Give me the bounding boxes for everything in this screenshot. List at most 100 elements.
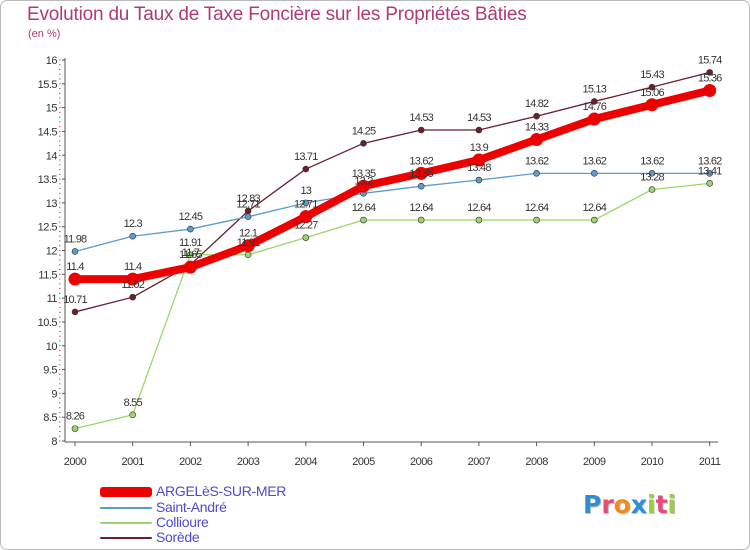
logo-letter: i	[647, 490, 656, 519]
y-minor-tick	[59, 335, 61, 337]
y-minor-tick	[59, 321, 61, 323]
data-label-saint-andr-: 12.45	[179, 211, 203, 223]
y-minor-tick	[59, 292, 61, 294]
data-label-collioure: 12.64	[409, 202, 433, 214]
y-minor-tick	[59, 245, 61, 247]
y-minor-tick	[59, 145, 61, 147]
y-tick-label: 15	[46, 103, 58, 115]
data-point-collioure	[706, 180, 714, 187]
data-point-saint-andr-	[244, 213, 252, 220]
y-minor-tick	[59, 135, 61, 137]
y-tick-label: 12.5	[38, 222, 58, 234]
data-label-collioure: 11.91	[179, 237, 202, 249]
y-minor-tick	[59, 326, 61, 328]
data-point-collioure	[129, 411, 136, 419]
data-label-saint-andr-: 11.98	[64, 233, 87, 245]
data-point-sor-de	[706, 69, 714, 76]
y-tick-label: 16	[46, 55, 58, 67]
data-point-saint-andr-	[71, 248, 79, 255]
y-minor-tick	[59, 297, 61, 299]
x-tick-label: 2004	[295, 456, 318, 468]
data-point-sor-de	[302, 165, 310, 173]
data-point-argel-s-sur-mer	[299, 210, 313, 224]
y-minor-tick	[59, 240, 61, 242]
data-label-sor-de: 15.13	[583, 83, 607, 95]
legend-item-saint-andre[interactable]: Saint-André	[100, 499, 430, 516]
legend-item-argeles[interactable]: ARGELèS-SUR-MER	[100, 483, 430, 500]
data-point-sor-de	[360, 140, 367, 147]
y-minor-tick	[59, 397, 61, 399]
x-tick-label: 2005	[352, 456, 375, 468]
data-label-saint-andr-: 12.3	[124, 218, 143, 230]
data-label-argel-s-sur-mer: 11.65	[179, 249, 202, 261]
legend-item-sorede[interactable]: Sorède	[100, 529, 430, 546]
data-label-saint-andr-: 13.62	[640, 155, 664, 167]
y-tick-label: 12	[46, 246, 58, 258]
y-minor-tick	[59, 411, 61, 413]
data-label-collioure: 12.64	[525, 202, 549, 214]
data-label-sor-de: 15.43	[640, 69, 664, 81]
data-label-argel-s-sur-mer: 11.4	[66, 261, 84, 273]
data-point-collioure	[590, 216, 598, 224]
data-point-argel-s-sur-mer	[68, 272, 82, 286]
y-minor-tick	[59, 211, 61, 213]
y-tick-label: 15.5	[38, 79, 58, 91]
data-point-collioure	[244, 251, 252, 259]
y-minor-tick	[59, 440, 61, 442]
y-minor-tick	[59, 278, 61, 280]
legend-swatch-collioure	[100, 522, 152, 524]
data-label-sor-de: 11.7	[182, 247, 200, 259]
y-tick-label: 10.5	[38, 317, 58, 329]
logo-letter: i	[667, 490, 677, 519]
x-tick-label: 2006	[410, 456, 433, 468]
data-label-sor-de: 10.71	[63, 294, 87, 306]
data-point-argel-s-sur-mer	[530, 133, 544, 147]
y-tick-label: 8.5	[43, 412, 57, 424]
y-minor-tick	[59, 364, 61, 366]
data-label-argel-s-sur-mer: 13.9	[470, 142, 489, 154]
data-point-collioure	[475, 216, 483, 224]
y-minor-tick	[59, 316, 61, 318]
y-minor-tick	[59, 250, 61, 251]
y-minor-tick	[59, 307, 61, 309]
data-point-argel-s-sur-mer	[126, 272, 140, 286]
data-point-argel-s-sur-mer	[414, 166, 428, 180]
data-label-argel-s-sur-mer: 13.35	[352, 168, 376, 180]
y-minor-tick	[59, 102, 61, 104]
data-point-argel-s-sur-mer	[587, 112, 601, 126]
data-label-saint-andr-: 13.62	[583, 155, 607, 167]
logo-letter: P	[583, 490, 602, 519]
series-layer	[68, 69, 717, 432]
y-minor-tick	[59, 107, 61, 109]
data-point-sor-de	[475, 126, 483, 134]
legend-swatch-saint-andre	[100, 507, 152, 509]
data-point-saint-andr-	[648, 170, 656, 177]
data-label-argel-s-sur-mer: 11.4	[124, 261, 142, 273]
x-tick-label: 2007	[468, 456, 491, 468]
y-minor-tick	[59, 149, 61, 151]
data-point-collioure	[533, 216, 540, 224]
x-tick-label: 2008	[525, 456, 548, 468]
y-tick-label: 14.5	[38, 126, 58, 138]
y-minor-tick	[59, 435, 61, 437]
y-minor-tick	[59, 221, 61, 223]
y-minor-tick	[59, 264, 61, 266]
data-point-saint-andr-	[187, 225, 194, 233]
data-point-sor-de	[533, 112, 540, 120]
legend-label-collioure: Collioure	[156, 514, 209, 530]
y-minor-tick	[59, 59, 61, 61]
legend-item-collioure[interactable]: Collioure	[100, 514, 430, 531]
data-label-sor-de: 14.53	[409, 112, 433, 124]
data-label-argel-s-sur-mer: 15.06	[640, 87, 664, 99]
y-minor-tick	[59, 373, 61, 375]
data-point-saint-andr-	[706, 170, 714, 177]
data-label-saint-andr-: 13.35	[409, 168, 433, 180]
y-minor-tick	[59, 235, 61, 237]
series-line-argel-s-sur-mer	[71, 86, 714, 284]
x-tick-label: 2001	[121, 456, 144, 468]
y-minor-tick	[59, 192, 61, 194]
y-minor-tick	[59, 426, 61, 428]
y-tick-label: 11	[47, 293, 58, 305]
y-minor-tick	[59, 269, 61, 271]
